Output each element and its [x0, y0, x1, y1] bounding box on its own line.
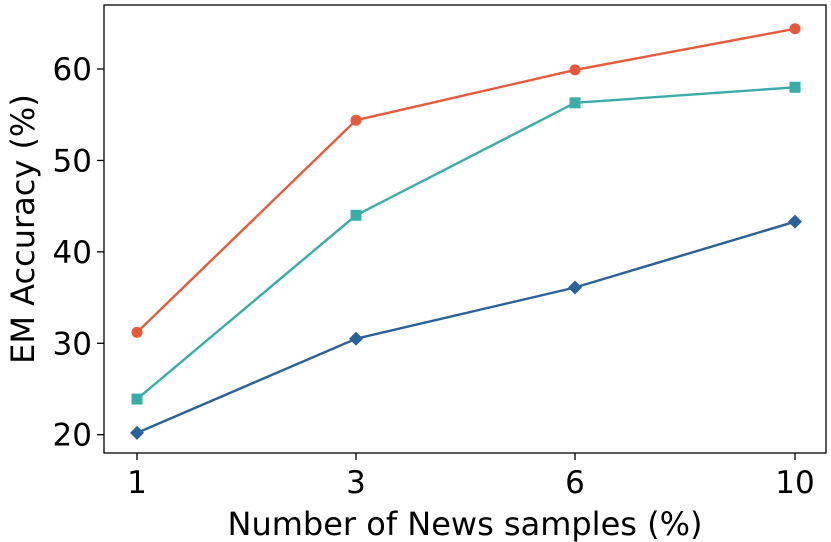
series-line [136, 27, 796, 334]
data-point-square [131, 393, 143, 405]
data-point-square [569, 97, 581, 109]
x-tick-label: 10 [775, 465, 814, 501]
plot-frame [103, 4, 827, 454]
y-axis-label: EM Accuracy (%) [4, 94, 42, 364]
x-axis-label: Number of News samples (%) [228, 505, 703, 542]
series-line [136, 220, 796, 434]
ticks-layer: 1 3 6 10 20 30 40 50 60 [53, 52, 815, 501]
data-point-square [789, 81, 801, 93]
series-square [131, 81, 801, 405]
y-tick-label: 20 [53, 418, 92, 454]
x-tick-label: 1 [127, 465, 147, 501]
y-tick-label: 40 [53, 235, 92, 271]
x-tick-label: 6 [565, 465, 585, 501]
data-point-diamond [568, 280, 582, 295]
y-tick-label: 30 [53, 326, 92, 362]
series-circle [131, 23, 801, 338]
data-point-square [350, 209, 362, 221]
data-point-circle [350, 114, 362, 126]
data-point-diamond [349, 331, 363, 346]
series-layer [130, 23, 802, 440]
x-tick-label: 3 [346, 465, 366, 501]
data-point-circle [789, 23, 801, 35]
y-tick-label: 50 [53, 143, 92, 179]
series-diamond [130, 214, 802, 440]
data-point-diamond [788, 214, 802, 229]
data-point-diamond [130, 425, 144, 440]
data-point-circle [131, 326, 143, 338]
series-line [136, 86, 796, 400]
y-tick-label: 60 [53, 52, 92, 88]
data-point-circle [569, 64, 581, 76]
